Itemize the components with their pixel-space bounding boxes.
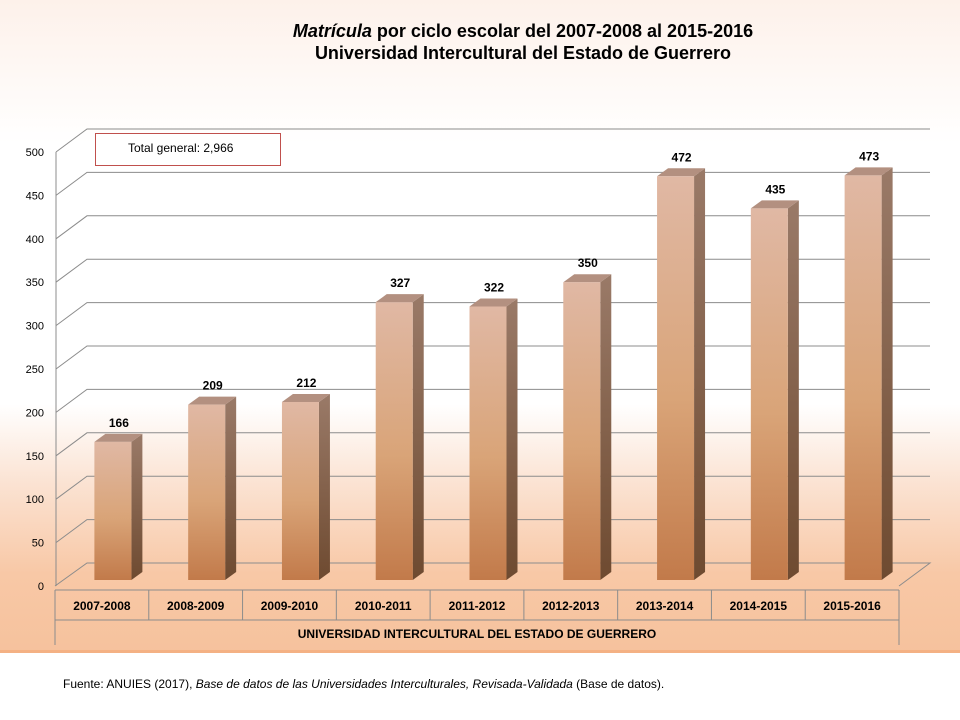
y-tick-label: 200 [26,407,44,419]
source-prefix: Fuente: ANUIES (2017), [63,677,196,691]
y-tick-label: 0 [38,581,44,593]
gridline [55,215,930,240]
y-tick-label: 450 [26,190,44,202]
bar-cap [188,396,237,405]
bar [844,167,893,580]
data-label: 473 [859,149,879,163]
bar-front [375,302,413,580]
bars [94,167,893,581]
bar-front [188,404,226,580]
x-axis-label: UNIVERSIDAD INTERCULTURAL DEL ESTADO DE … [298,627,656,641]
bar-side [881,167,893,580]
bar-front [281,401,319,580]
bar-cap [375,294,424,303]
data-label: 209 [203,379,223,393]
gridline [55,171,930,196]
bar-side [600,274,612,580]
bar [469,298,518,580]
y-tick-label: 150 [26,451,44,463]
bar-side [131,433,143,580]
bar-cap [281,393,330,402]
bar-side [225,396,237,580]
bar-cap [657,168,706,177]
data-labels: 166 209 212 327 322 350 472 435 473 [109,149,880,429]
y-tick-label: 300 [26,321,44,333]
bar-side [412,294,424,580]
x-tick-label: 2011-2012 [449,599,506,613]
gridline [55,432,930,457]
bar [94,433,143,580]
title-rest: por ciclo escolar del 2007-2008 al 2015-… [371,21,754,41]
y-tick-label: 250 [26,364,44,376]
x-tick-label: 2010-2011 [355,599,412,613]
y-tick-label: 400 [26,234,44,246]
source-italic: Base de datos de las Universidades Inter… [195,677,573,691]
x-axis-table: 2007-2008 2008-2009 2009-2010 2010-2011 2011… [54,589,900,645]
bar-front [657,176,695,580]
x-tick-label: 2008-2009 [167,599,225,613]
x-tick-label: 2009-2010 [261,599,319,613]
gridline [55,258,930,283]
gridline [55,388,930,413]
chart-title: Matrícula por ciclo escolar del 2007-200… [0,20,960,64]
bar-front [469,306,507,580]
chart-title-line1: Matrícula por ciclo escolar del 2007-200… [0,20,960,42]
data-label: 435 [765,182,785,196]
bar [188,396,237,580]
gridline [55,302,930,327]
gridlines [54,128,932,587]
bar-cap [750,200,799,209]
bar-cap [469,298,518,307]
gridline [55,128,930,153]
divider-line [0,650,960,653]
y-tick-label: 100 [26,494,44,506]
bar-side [506,298,518,580]
data-label: 166 [109,416,129,430]
bar-front [844,175,882,580]
bar-side [318,393,330,580]
y-tick-label: 500 [26,147,44,159]
x-tick-label: 2012-2013 [542,599,600,613]
data-label: 350 [578,256,598,270]
source-suffix: (Base de datos). [572,677,665,691]
y-tick-label: 50 [32,538,44,550]
x-tick-label: 2014-2015 [730,599,788,613]
y-tick-label: 350 [26,277,44,289]
x-tick-label: 2015-2016 [823,599,881,613]
bar-chart: 0 50 100 150 200 250 300 350 400 450 500 166 209 212… [26,128,932,645]
source-note: Fuente: ANUIES (2017), Base de datos de … [63,677,943,691]
data-label: 322 [484,281,504,295]
y-axis-tick-labels: 0 50 100 150 200 250 300 350 400 450 500 [26,147,44,593]
bar-side [787,200,799,581]
data-label: 327 [390,276,410,290]
x-tick-label: 2007-2008 [73,599,131,613]
bar [657,168,706,580]
gridline [55,519,930,544]
bar [281,393,330,580]
bar-cap [94,433,143,442]
bar-front [750,208,788,581]
title-italic-word: Matrícula [292,21,372,41]
x-tick-label: 2013-2014 [636,599,694,613]
gridline [55,345,930,370]
bar-front [563,282,601,580]
data-label: 472 [672,150,692,164]
bar-cap [844,167,893,176]
bar-front [94,441,132,580]
chart-subtitle: Universidad Intercultural del Estado de … [314,43,732,63]
gridline [55,475,930,500]
bar [563,274,612,580]
bar-cap [563,274,612,283]
bar [750,200,799,581]
bar-side [694,168,706,580]
data-label: 212 [296,376,316,390]
total-general-box: Total general: 2,966 [95,133,281,166]
bar [375,294,424,580]
